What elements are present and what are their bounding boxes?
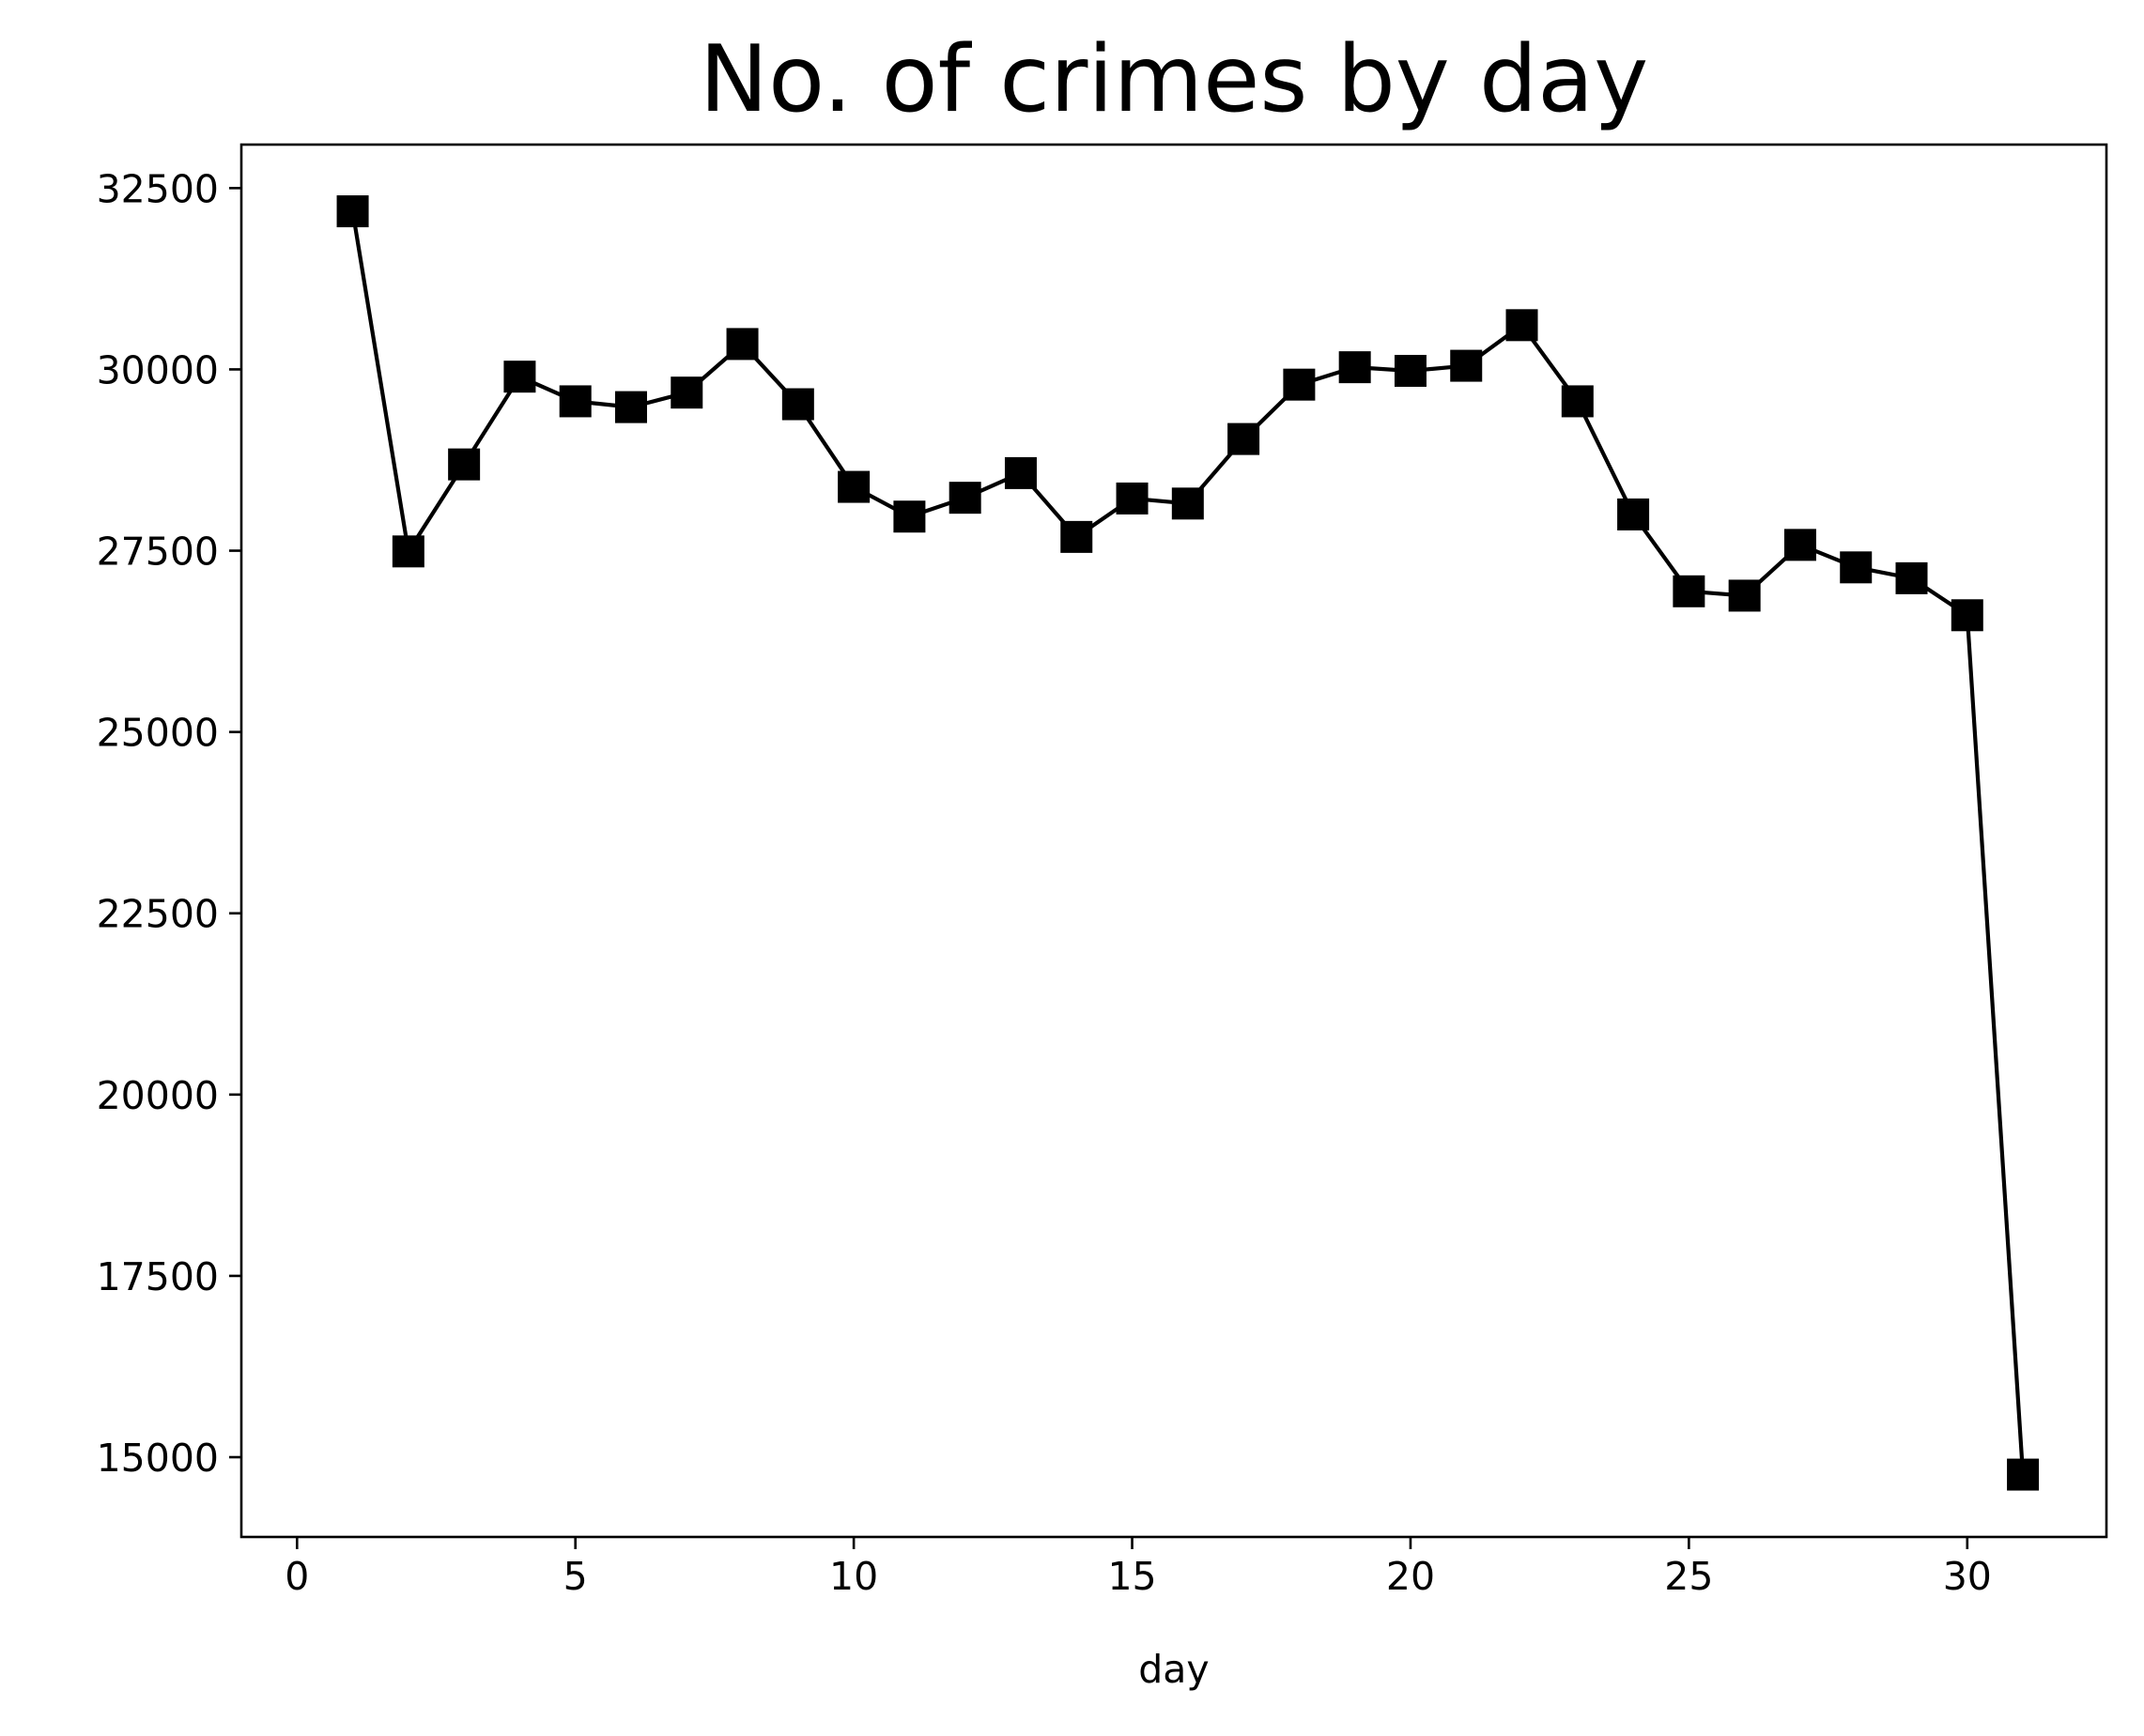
data-point-day-13 bbox=[1004, 456, 1037, 489]
data-point-day-22 bbox=[1505, 309, 1538, 342]
data-point-day-23 bbox=[1561, 385, 1594, 418]
data-point-day-29 bbox=[1895, 561, 1928, 594]
data-point-day-14 bbox=[1060, 520, 1093, 553]
plot-area: 0 5 10 15 20 25 30 15000 17500 20000 22500 25000 275… bbox=[97, 143, 2108, 1599]
x-tick-label: 0 bbox=[285, 1554, 309, 1599]
y-tick-label: 32500 bbox=[97, 166, 219, 211]
data-point-day-26 bbox=[1728, 579, 1761, 612]
plot-frame bbox=[239, 143, 2108, 1539]
data-point-day-21 bbox=[1450, 349, 1483, 382]
x-axis-title: day bbox=[1138, 1647, 1209, 1692]
data-point-day-19 bbox=[1338, 351, 1371, 384]
x-tick-label: 5 bbox=[563, 1554, 588, 1599]
y-tick-label: 15000 bbox=[97, 1436, 219, 1481]
data-point-day-5 bbox=[559, 385, 592, 418]
data-point-day-7 bbox=[671, 376, 703, 409]
data-point-day-18 bbox=[1283, 368, 1316, 401]
data-point-day-24 bbox=[1617, 498, 1650, 530]
data-point-day-11 bbox=[893, 500, 926, 533]
chart-title: No. of crimes by day bbox=[700, 26, 1648, 133]
data-point-day-16 bbox=[1171, 487, 1204, 520]
data-point-day-4 bbox=[503, 361, 536, 393]
x-tick-label: 30 bbox=[1943, 1554, 1992, 1599]
data-point-day-9 bbox=[781, 388, 814, 421]
data-point-day-25 bbox=[1673, 575, 1705, 607]
data-point-day-10 bbox=[838, 470, 871, 503]
x-tick-label: 25 bbox=[1664, 1554, 1713, 1599]
data-point-day-15 bbox=[1116, 482, 1149, 515]
data-point-day-8 bbox=[726, 328, 759, 361]
data-point-day-17 bbox=[1227, 422, 1260, 455]
x-tick-label: 15 bbox=[1107, 1554, 1156, 1599]
y-tick-label: 20000 bbox=[97, 1073, 219, 1118]
data-point-day-30 bbox=[1951, 599, 1983, 632]
data-point-day-28 bbox=[1840, 551, 1873, 584]
data-point-day-27 bbox=[1783, 529, 1816, 561]
data-point-day-12 bbox=[949, 482, 981, 515]
data-point-day-3 bbox=[448, 448, 481, 481]
data-point-day-31 bbox=[2007, 1458, 2040, 1491]
y-tick-label: 22500 bbox=[97, 892, 219, 937]
data-point-day-20 bbox=[1394, 354, 1427, 387]
x-tick-label: 10 bbox=[829, 1554, 878, 1599]
y-tick-label: 30000 bbox=[97, 347, 219, 392]
y-tick-label: 27500 bbox=[97, 530, 219, 575]
data-point-day-6 bbox=[614, 391, 647, 423]
series-line-0 bbox=[350, 208, 2026, 1477]
x-tick-label: 20 bbox=[1386, 1554, 1435, 1599]
y-tick-label: 25000 bbox=[97, 711, 219, 756]
data-point-day-2 bbox=[392, 535, 424, 568]
y-tick-label: 17500 bbox=[97, 1254, 219, 1299]
data-point-day-1 bbox=[336, 195, 369, 228]
